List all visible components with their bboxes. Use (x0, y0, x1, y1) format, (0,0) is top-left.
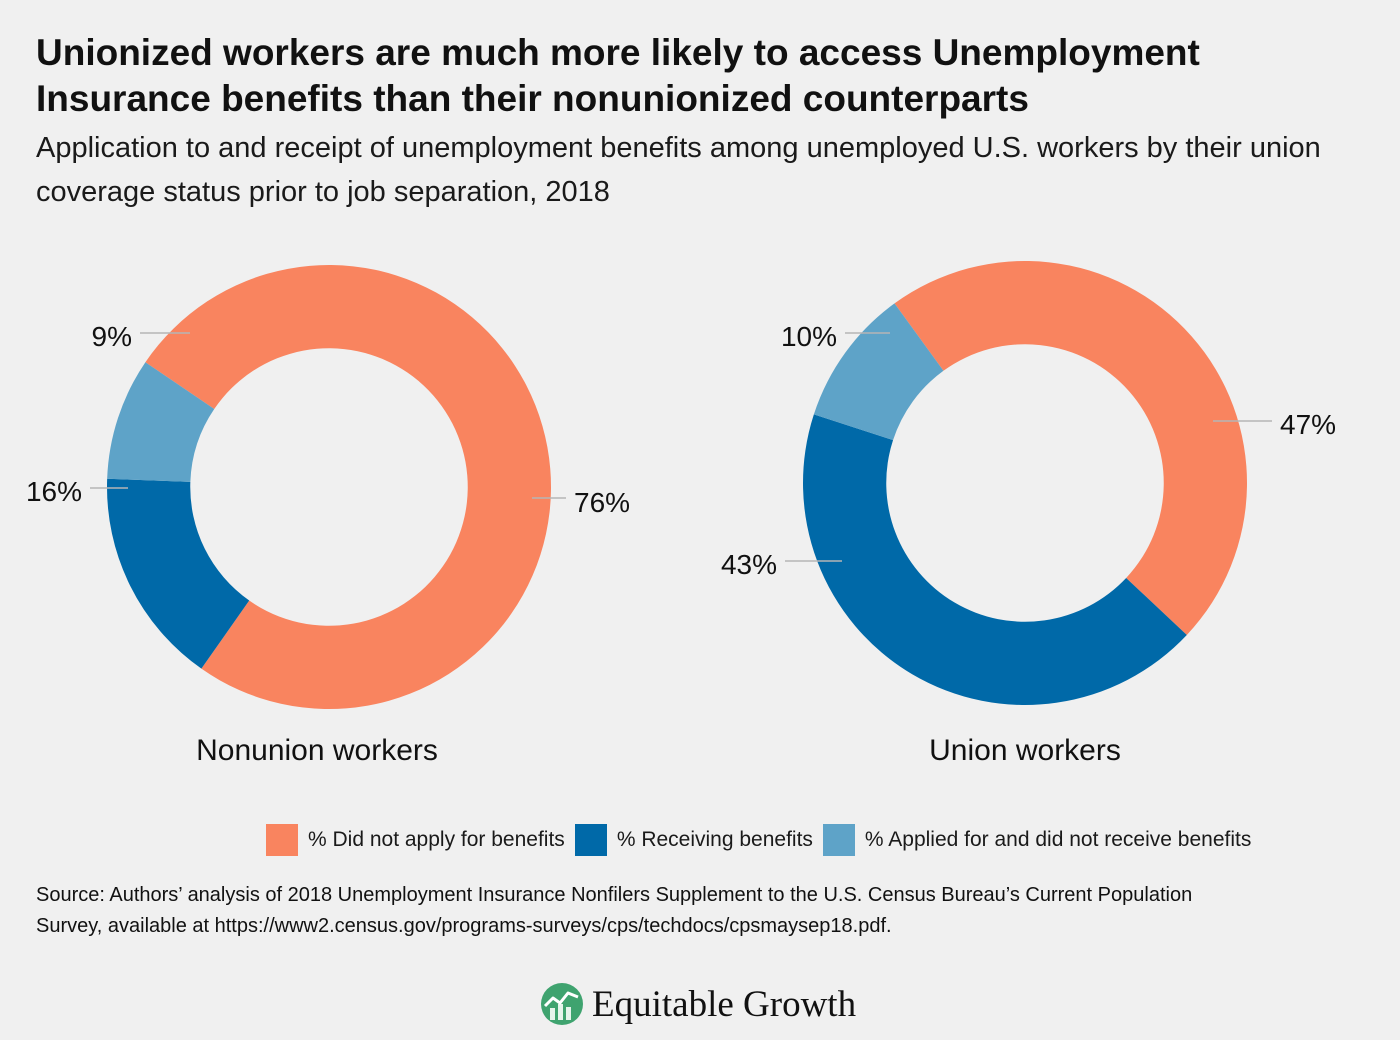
union-chart-title: Union workers (929, 734, 1121, 767)
nonunion-slice-receiving (107, 478, 250, 669)
chart-title: Unionized workers are much more likely t… (36, 32, 1200, 119)
union-slice-did-not-apply (894, 260, 1248, 635)
brand-name: Equitable Growth (592, 983, 857, 1025)
nonunion-chart-title: Nonunion workers (196, 734, 438, 767)
nonunion-slice-did-not-apply (145, 264, 551, 710)
nonunion-slice-applied-not-received (107, 362, 215, 482)
legend-item-receiving: % Receiving benefits (574, 824, 813, 856)
legend-item-applied-not-received: % Applied for and did not receive benefi… (822, 824, 1252, 856)
union-data-label-receiving: 43% (721, 549, 777, 580)
nonunion-data-label-did-not-apply: 76% (574, 487, 630, 518)
legend: % Did not apply for benefits % Receiving… (266, 824, 1261, 856)
union-slice-applied-not-received (813, 303, 944, 441)
equitable-growth-logo-icon (541, 983, 583, 1025)
legend-swatch-did-not-apply (266, 824, 298, 856)
legend-label-receiving: % Receiving benefits (616, 828, 813, 851)
donut-charts: 76% 16% 9% Nonunion workers 47% 43% 10% Union w… (26, 260, 1336, 767)
union-data-label-did-not-apply: 47% (1280, 409, 1336, 440)
legend-label-applied-not-received: % Applied for and did not receive benefi… (864, 828, 1252, 851)
chart-subtitle: Application to and receipt of unemployme… (36, 132, 1321, 208)
legend-item-did-not-apply: % Did not apply for benefits (266, 824, 565, 856)
legend-swatch-applied-not-received (822, 824, 855, 856)
source-note: Source: Authors’ analysis of 2018 Unempl… (36, 884, 1193, 937)
legend-label-did-not-apply: % Did not apply for benefits (308, 828, 565, 851)
legend-swatch-receiving (574, 824, 607, 856)
nonunion-data-label-applied-not-received: 9% (92, 321, 132, 352)
nonunion-data-label-receiving: 16% (26, 476, 82, 507)
brand: Equitable Growth (540, 982, 856, 1026)
union-slice-receiving (802, 414, 1187, 706)
union-data-label-applied-not-received: 10% (781, 321, 837, 352)
